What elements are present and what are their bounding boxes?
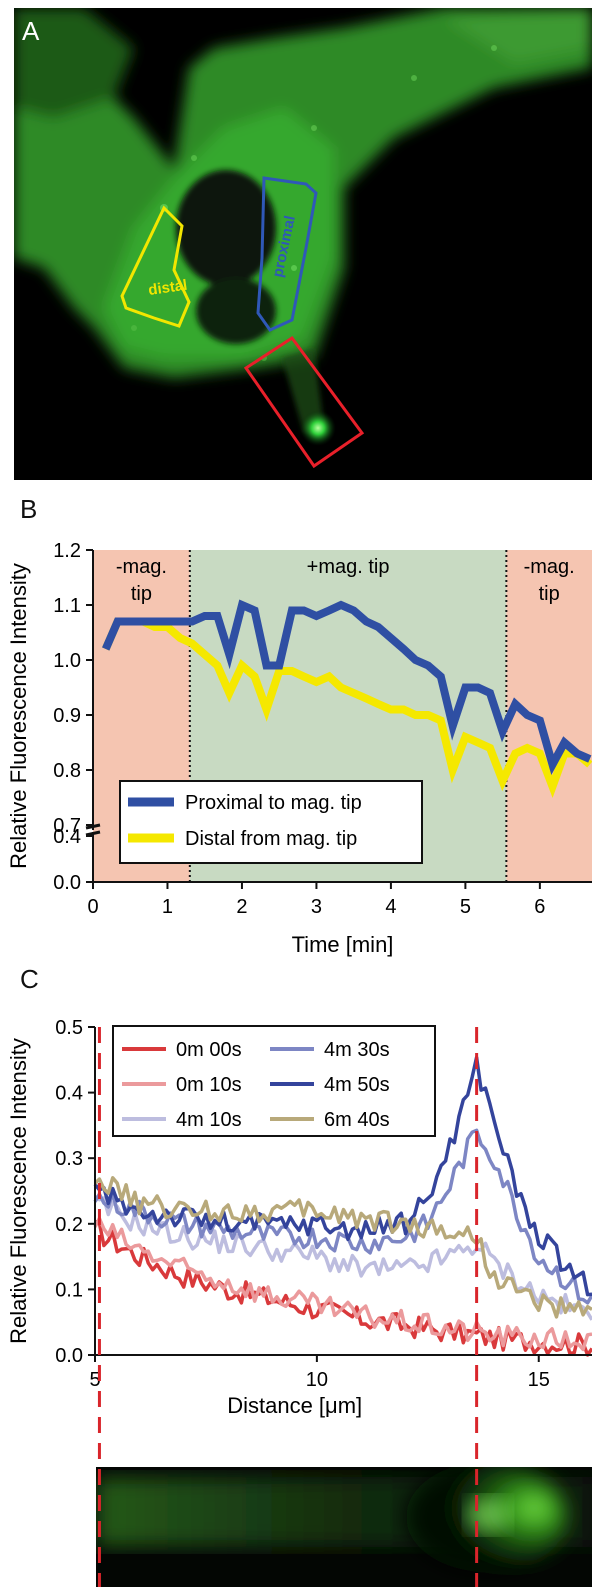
y-tick-label-0: 0.0 [55,1345,83,1367]
axis-break-mark-top [85,823,101,830]
chart-c: 0.0 0.1 0.2 0.3 0.4 0.5 5 10 15 Distance [μm] Rela… [6,1017,592,1418]
legend-b: Proximal to mag. tip Distal from mag. tip [119,780,423,864]
distal-roi-outline [120,205,191,328]
x-tick-label-1: 10 [306,1369,328,1391]
y-tick-label-7: 1.2 [53,540,81,562]
legend-c-label-2: 4m 10s [176,1109,242,1131]
x-tick-label-1: 1 [162,896,173,918]
series-line-0 [102,599,592,776]
region-2 [506,550,592,882]
y-tick-label-5: 0.5 [55,1017,83,1039]
axis-break-mark-bottom [85,830,101,837]
magnetic-tip-box [243,335,365,469]
micrograph-image: distal proximal [14,8,592,480]
y-tick-label-4: 0.4 [55,1083,83,1105]
x-tick-label-2: 15 [528,1369,550,1391]
y-tick-label-3: 0.8 [53,760,81,782]
panel-b-letter: B [20,494,38,524]
y-tick-label-0: 0.0 [53,872,81,894]
legend-b-label-1: Distal from mag. tip [185,828,357,850]
region-label-line2-2: tip [539,583,560,605]
y-tick-label-6: 1.1 [53,595,81,617]
legend-b-box [119,780,423,864]
x-axis-title: Distance [μm] [227,1393,362,1418]
x-tick-label-0: 0 [87,896,98,918]
x-tick-label-4: 4 [385,896,396,918]
x-tick-label-3: 3 [311,896,322,918]
y-tick-label-3: 0.3 [55,1148,83,1170]
legend-c-label-4: 4m 50s [324,1074,390,1096]
series-line-2 [93,1194,592,1321]
legend-c-label-0: 0m 00s [176,1039,242,1061]
y-tick-label-1: 0.4 [53,826,81,848]
proximal-roi-outline [256,176,318,332]
series-line-5 [93,1176,592,1319]
legend-c-label-5: 6m 40s [324,1109,390,1131]
x-tick-label-6: 6 [534,896,545,918]
y-tick-label-2: 0.7 [53,815,81,837]
series-line-4 [93,1055,592,1297]
x-tick-label-5: 5 [460,896,471,918]
micrograph-svg: distal proximal [14,8,592,469]
x-tick-label-0: 5 [89,1369,100,1391]
legend-c-label-3: 4m 30s [324,1039,390,1061]
series-line-1 [102,617,592,798]
legend-c-label-1: 0m 10s [176,1074,242,1096]
region-label-line2-0: tip [131,583,152,605]
nuclei [176,170,276,344]
legend-c: 0m 00s 0m 10s 4m 10s 4m 30s 4m 50s 6m 40s [112,1025,436,1137]
cell-body [14,8,592,378]
strip-svg [96,1467,592,1587]
x-axis-title: Time [min] [292,932,394,957]
series-line-3 [93,1128,592,1305]
y-tick-label-4: 0.9 [53,705,81,727]
strip-tip-core [466,1497,510,1533]
x-tick-label-2: 2 [236,896,247,918]
distal-roi-label: distal [147,277,188,299]
panel-a-letter: A [22,16,40,46]
region-label-2: -mag. [524,556,575,578]
region-label-1: +mag. tip [307,556,390,578]
neurite-fluorescence-strip [96,1467,592,1587]
legend-b-label-0: Proximal to mag. tip [185,792,362,814]
series-line-1 [93,1216,592,1352]
y-tick-label-1: 0.1 [55,1279,83,1301]
magnetic-tip-glow [300,410,336,446]
y-axis-title: Relative Fluorescence Intensity [6,563,31,869]
panel-c-letter: C [20,964,39,994]
chart-b: -mag. tip +mag. tip -mag. tip 0.0 0.40.7 0.8 0.9… [6,540,592,957]
y-tick-label-2: 0.2 [55,1214,83,1236]
y-axis-title: Relative Fluorescence Intensity [6,1038,31,1344]
region-label-0: -mag. [116,556,167,578]
y-tick-label-5: 1.0 [53,650,81,672]
